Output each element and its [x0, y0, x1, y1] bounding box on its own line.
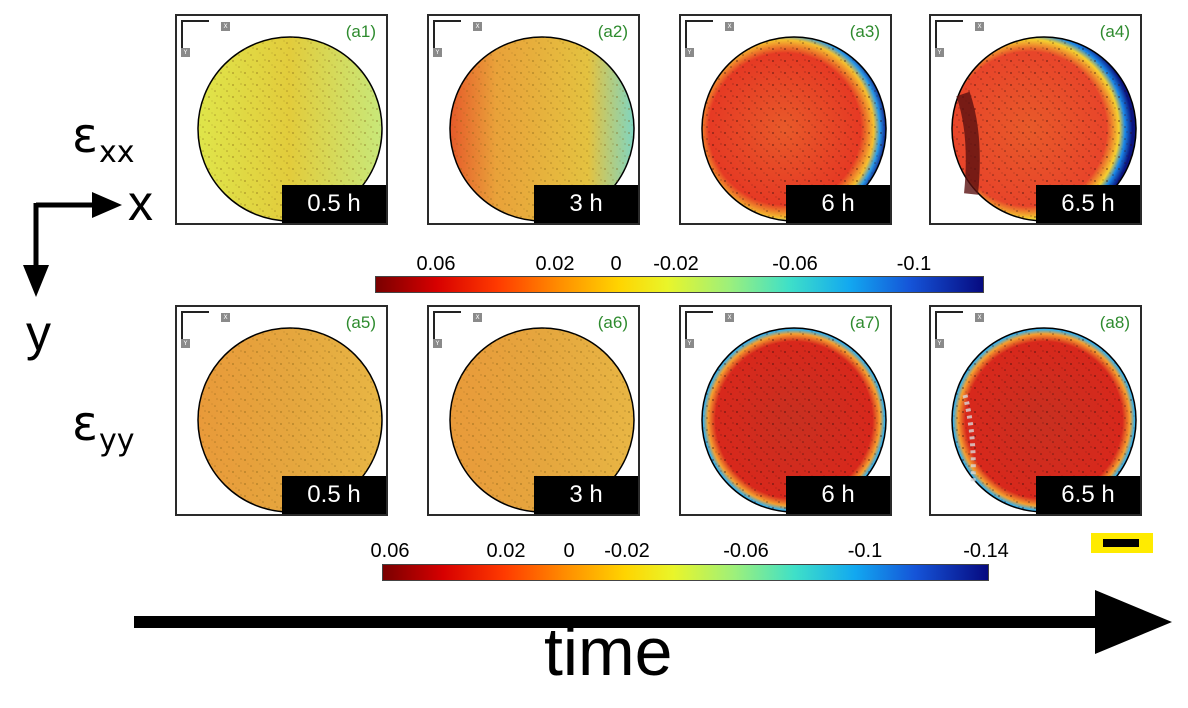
y-tag-icon: Y: [685, 339, 694, 348]
x-axis-label: x: [128, 175, 153, 231]
scale-bar: [1091, 533, 1153, 553]
colorbar-tick: -0.02: [653, 253, 699, 275]
frame-corner: [433, 20, 435, 50]
colorbar-tick: -0.1: [896, 253, 932, 275]
frame-corner: [433, 311, 435, 341]
frame-corner: [685, 20, 687, 50]
colorbar-tick: -0.06: [723, 540, 769, 562]
strain-field-disc: [951, 36, 1137, 222]
colorbar-tick: 0.06: [416, 253, 456, 275]
x-tag-icon: X: [473, 22, 482, 31]
strain-field-disc: [701, 327, 887, 513]
frame-corner: [935, 311, 963, 313]
colorbar-tick: 0.02: [486, 540, 526, 562]
y-axis-label: y: [26, 305, 51, 361]
x-tag-icon: X: [725, 22, 734, 31]
panel-id: (a3): [849, 22, 880, 41]
y-tag-icon: Y: [935, 48, 944, 57]
colorbar-tick: -0.1: [847, 540, 883, 562]
eyy-subscript: yy: [98, 423, 135, 458]
frame-corner: [685, 311, 713, 313]
colorbar-exx: [375, 276, 984, 293]
y-tag-icon: Y: [935, 339, 944, 348]
time-axis-label: time: [544, 614, 673, 690]
strain-field-disc: [449, 327, 635, 513]
y-tag-icon: Y: [181, 48, 190, 57]
x-tag-icon: X: [473, 313, 482, 322]
y-tag-icon: Y: [181, 339, 190, 348]
frame-corner: [935, 311, 937, 341]
y-tag-icon: Y: [433, 339, 442, 348]
strain-panel-a5: X Y (a5) 0.5 h: [175, 305, 388, 516]
colorbar-tick: 0: [563, 540, 575, 562]
frame-corner: [433, 20, 461, 22]
frame-corner: [935, 20, 937, 50]
strain-panel-a1: X Y (a1) 0.5 h: [175, 14, 388, 225]
strain-field-disc: [701, 36, 887, 222]
strain-panel-a6: X Y (a6) 3 h: [427, 305, 640, 516]
colorbar-tick: 0.02: [535, 253, 575, 275]
exx-row-label: εxx: [72, 112, 134, 168]
panel-id: (a4): [1099, 22, 1130, 41]
panel-id: (a6): [597, 313, 628, 332]
time-stamp: 3 h: [534, 476, 638, 514]
x-tag-icon: X: [725, 313, 734, 322]
strain-panel-a2: X Y (a2) 3 h: [427, 14, 640, 225]
time-stamp: 6.5 h: [1036, 185, 1140, 223]
strain-panel-a3: X Y (a3) 6 h: [679, 14, 892, 225]
y-tag-icon: Y: [685, 48, 694, 57]
scale-bar-inner: [1103, 539, 1139, 547]
x-tag-icon: X: [221, 313, 230, 322]
x-tag-icon: X: [975, 22, 984, 31]
frame-corner: [685, 20, 713, 22]
time-stamp: 6.5 h: [1036, 476, 1140, 514]
colorbar-tick: 0: [610, 253, 622, 275]
time-stamp: 6 h: [786, 185, 890, 223]
x-tag-icon: X: [221, 22, 230, 31]
frame-corner: [433, 311, 461, 313]
panel-id: (a1): [345, 22, 376, 41]
time-stamp: 0.5 h: [282, 185, 386, 223]
time-arrow-icon: [134, 590, 1172, 654]
exx-subscript: xx: [98, 135, 135, 170]
strain-panel-a7: X Y (a7) 6 h: [679, 305, 892, 516]
coordinate-axes-icon: [23, 192, 122, 297]
frame-corner: [181, 311, 209, 313]
time-stamp: 3 h: [534, 185, 638, 223]
panel-id: (a2): [597, 22, 628, 41]
eyy-row-label: εyy: [72, 400, 134, 456]
strain-field-disc: [449, 36, 635, 222]
strain-panel-a4: X Y (a4) 6.5 h: [929, 14, 1142, 225]
panel-id: (a7): [849, 313, 880, 332]
eyy-symbol: ε: [72, 396, 98, 452]
colorbar-tick: -0.14: [963, 540, 1009, 562]
panel-id: (a5): [345, 313, 376, 332]
strain-field-disc: [951, 327, 1137, 513]
x-tag-icon: X: [975, 313, 984, 322]
exx-symbol: ε: [72, 108, 98, 164]
colorbar-eyy: [382, 564, 989, 581]
time-stamp: 0.5 h: [282, 476, 386, 514]
strain-panel-a8: X Y (a8) 6.5 h: [929, 305, 1142, 516]
frame-corner: [181, 311, 183, 341]
strain-field-disc: [197, 36, 383, 222]
colorbar-tick: -0.06: [772, 253, 818, 275]
colorbar-tick: -0.02: [604, 540, 650, 562]
frame-corner: [685, 311, 687, 341]
panel-id: (a8): [1099, 313, 1130, 332]
frame-corner: [935, 20, 963, 22]
y-tag-icon: Y: [433, 48, 442, 57]
time-stamp: 6 h: [786, 476, 890, 514]
frame-corner: [181, 20, 209, 22]
frame-corner: [181, 20, 183, 50]
colorbar-tick: 0.06: [370, 540, 410, 562]
